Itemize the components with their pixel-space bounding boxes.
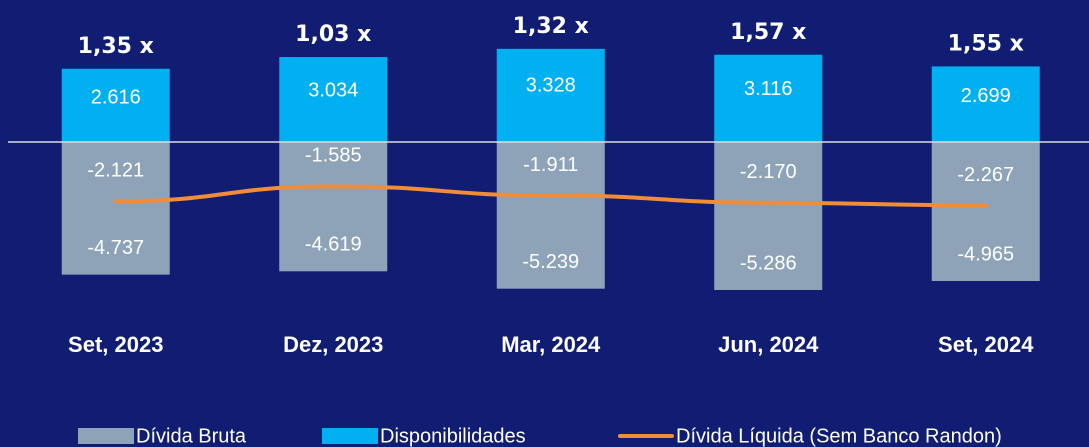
ratio-label: 1,32 x [513, 14, 589, 39]
bar [714, 54, 823, 142]
bar-value-label: -5.286 [740, 252, 797, 274]
line-value-label: -2.170 [740, 161, 797, 183]
bar-value-label: 3.328 [526, 74, 576, 96]
bar-value-label: -4.737 [87, 237, 144, 259]
line [113, 184, 988, 208]
ratio-label: 1,03 x [295, 22, 371, 47]
line-value-label: -1.911 [523, 154, 578, 176]
bar [61, 142, 170, 275]
ratio-label: 1,57 x [730, 20, 806, 45]
line-value-label: -2.121 [87, 160, 144, 182]
bar-value-label: -5.239 [522, 251, 579, 273]
bar [279, 142, 388, 272]
legend-label: Dívida Líquida (Sem Banco Randon) [676, 425, 1002, 447]
bar-value-label: -4.965 [957, 243, 1014, 265]
bar [714, 142, 823, 291]
bar-value-label: 2.699 [961, 85, 1011, 107]
bar [931, 142, 1040, 282]
legend-label: Dívida Bruta [136, 425, 247, 447]
ratio-label: 1,35 x [78, 34, 154, 59]
bar-value-label: -4.619 [305, 234, 362, 256]
x-tick-label: Set, 2024 [938, 332, 1034, 357]
line-value-label: -1.585 [305, 145, 362, 167]
x-tick-label: Dez, 2023 [283, 332, 383, 357]
line-value-label: -2.267 [957, 164, 1014, 186]
bar [496, 48, 605, 142]
bar [61, 68, 170, 142]
legend-swatch [78, 428, 134, 444]
x-tick-label: Jun, 2024 [718, 332, 819, 357]
bar [931, 66, 1040, 142]
legend-swatch [322, 428, 378, 444]
bar-value-label: 3.116 [744, 78, 793, 100]
bar-value-label: 2.616 [91, 86, 141, 108]
x-tick-label: Mar, 2024 [501, 332, 601, 357]
bar [496, 142, 605, 289]
x-tick-label: Set, 2023 [68, 332, 163, 357]
bar [279, 57, 388, 142]
bar-value-label: 3.034 [308, 79, 358, 101]
legend-label: Disponibilidades [380, 425, 526, 447]
ratio-label: 1,55 x [948, 31, 1024, 56]
